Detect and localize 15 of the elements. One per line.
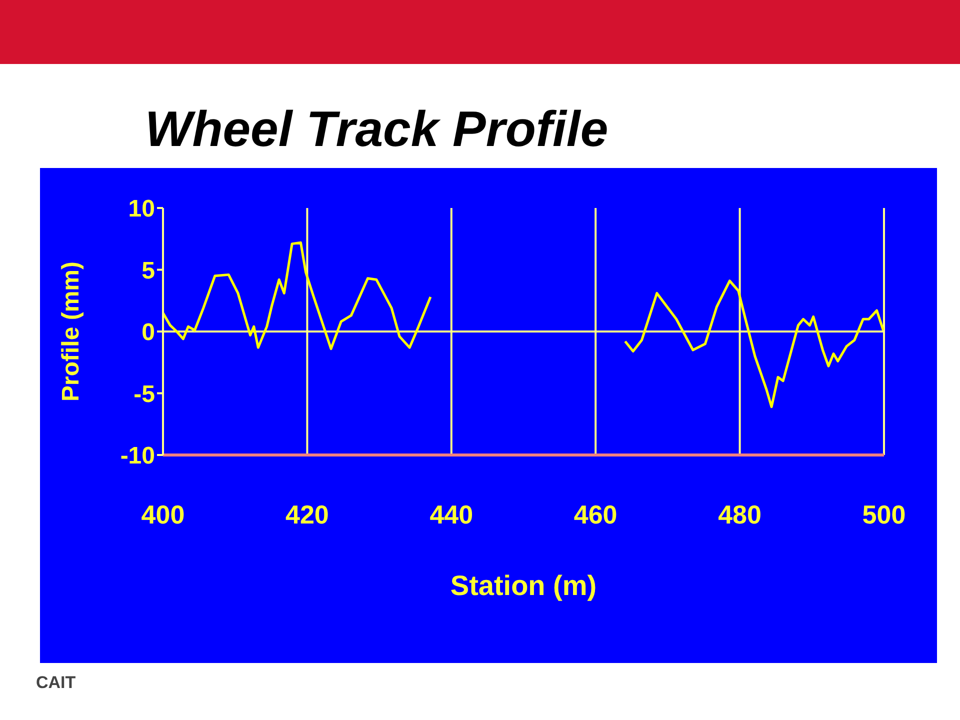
y-tick-label: -10 bbox=[120, 442, 155, 470]
y-tick-label: 10 bbox=[128, 196, 155, 223]
chart-title: Wheel Track Profile bbox=[145, 100, 608, 158]
x-tick-label: 400 bbox=[141, 499, 185, 530]
x-axis-title: Station (m) bbox=[450, 570, 597, 601]
x-tick-label: 460 bbox=[574, 499, 618, 530]
x-tick-label: 480 bbox=[718, 499, 762, 530]
x-tick-label: 420 bbox=[286, 499, 329, 530]
y-tick-label: 0 bbox=[142, 319, 155, 346]
text: CAIT bbox=[36, 673, 76, 693]
y-axis-title: Profile (mm) bbox=[58, 261, 85, 402]
y-tick-label: -5 bbox=[134, 380, 155, 408]
x-tick-label: 440 bbox=[430, 499, 474, 530]
y-tick-label: 5 bbox=[142, 257, 155, 284]
x-tick-label: 500 bbox=[862, 499, 906, 530]
